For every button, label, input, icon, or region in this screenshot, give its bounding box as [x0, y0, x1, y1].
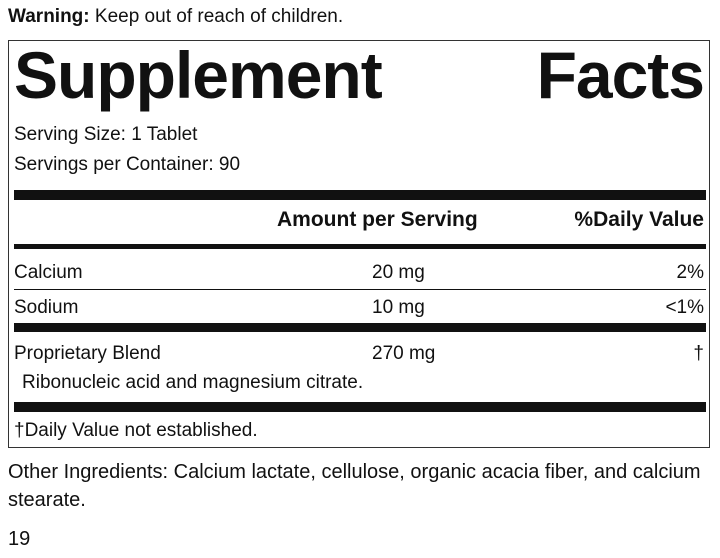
- thick-rule: [14, 402, 706, 412]
- warning: Warning: Keep out of reach of children.: [8, 6, 343, 28]
- warning-text: Keep out of reach of children.: [94, 6, 344, 27]
- other-ingredients: Other Ingredients: Calcium lactate, cell…: [8, 461, 701, 511]
- daily-value: †: [693, 343, 704, 364]
- blend-note: Ribonucleic acid and magnesium citrate.: [22, 372, 364, 393]
- thick-rule: [14, 323, 706, 332]
- page-number: 19: [8, 528, 31, 550]
- nutrient-name: Calcium: [14, 262, 83, 283]
- thick-rule: [14, 190, 706, 200]
- warning-label: Warning:: [8, 6, 90, 27]
- nutrient-name: Proprietary Blend: [14, 343, 161, 364]
- daily-value: <1%: [665, 297, 704, 318]
- medium-rule: [14, 244, 706, 249]
- amount: 270 mg: [372, 343, 436, 364]
- facts-box: [8, 40, 710, 448]
- title: Supplement Facts: [14, 38, 705, 112]
- servings-per-container: Servings per Container: 90: [14, 154, 241, 175]
- daily-value: 2%: [676, 262, 704, 283]
- serving-size: Serving Size: 1 Tablet: [14, 124, 198, 145]
- thin-rule: [14, 289, 706, 290]
- nutrient-name: Sodium: [14, 297, 79, 318]
- amount: 10 mg: [372, 297, 425, 318]
- daily-value-header: %Daily Value: [574, 208, 704, 231]
- amount-header: Amount per Serving: [277, 208, 478, 231]
- amount: 20 mg: [372, 262, 425, 283]
- footnote: †Daily Value not established.: [14, 420, 258, 441]
